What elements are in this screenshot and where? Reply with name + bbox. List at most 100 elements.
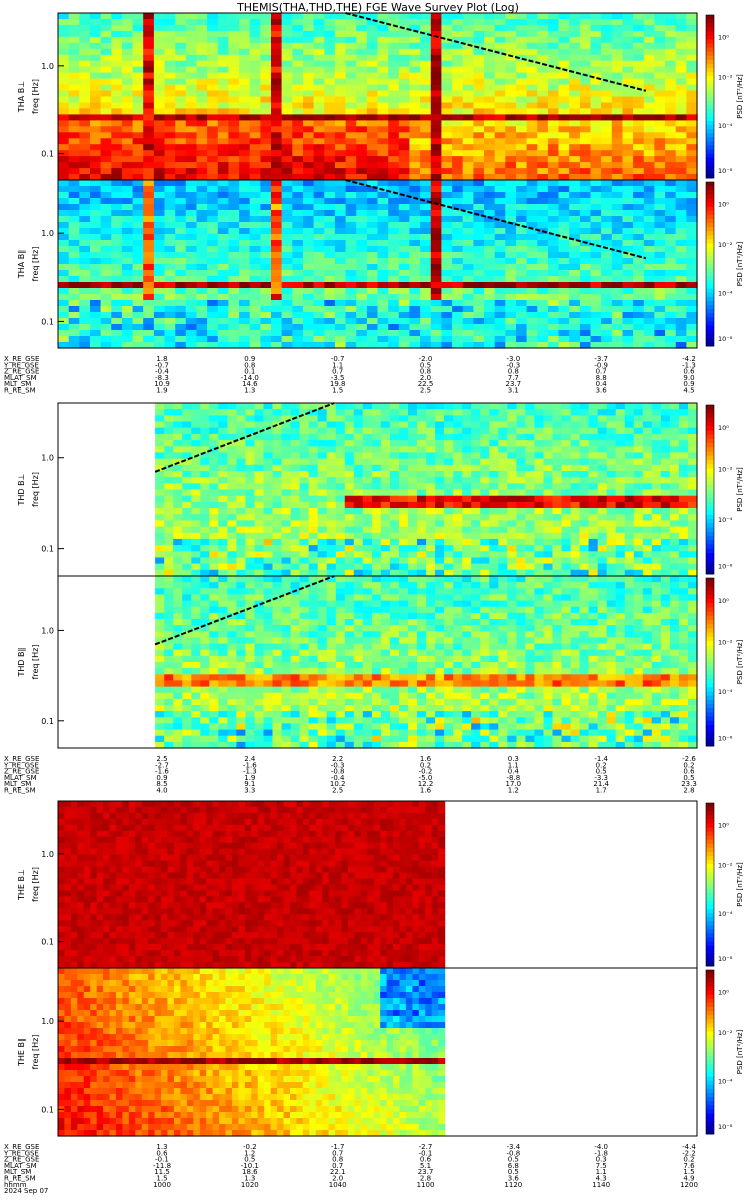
spectrogram-cell [175, 144, 187, 151]
spectrogram-cell [686, 30, 698, 38]
spectrogram-cell [254, 452, 265, 460]
spectrogram-cell [111, 162, 123, 169]
spectrogram-cell [239, 258, 251, 265]
spectrogram-cell [281, 246, 293, 253]
spectrogram-cell [290, 483, 301, 491]
spectrogram-cell [356, 198, 368, 205]
spectrogram-cell [452, 66, 464, 74]
spectrogram-cell [654, 30, 666, 38]
spectrogram-cell [185, 258, 198, 265]
spectrogram-cell [561, 569, 572, 577]
spectrogram-cell [132, 120, 144, 127]
spectrogram-cell [299, 551, 310, 559]
spectrogram-cell [249, 66, 261, 74]
spectrogram-cell [377, 126, 389, 133]
spectrogram-cell [462, 300, 474, 307]
spectrogram-cell [303, 216, 315, 223]
spectrogram-cell [462, 270, 474, 277]
spectrogram-cell [100, 234, 112, 241]
spectrogram-cell [441, 90, 453, 98]
spectrogram-cell [299, 409, 310, 416]
spectrogram-cell [601, 78, 613, 86]
spectrogram-cell [561, 403, 572, 410]
spectrogram-cell [579, 144, 592, 151]
spectrogram-cell [173, 526, 183, 534]
spectrogram-cell [173, 433, 183, 441]
spectrogram-cell [228, 102, 240, 110]
spectrogram-cell [164, 204, 176, 211]
spectrogram-cell [249, 48, 261, 56]
spectrogram-cell [366, 300, 379, 307]
spectrogram-cell [317, 477, 328, 484]
spectrogram-cell [516, 36, 528, 44]
spectrogram-cell [196, 294, 208, 301]
spectrogram-cell [622, 84, 634, 92]
spectrogram-cell [153, 312, 166, 319]
spectrogram-cell [313, 228, 325, 235]
spectrogram-cell [217, 96, 230, 104]
spectrogram-cell [345, 324, 357, 331]
spectrogram-cell [308, 526, 319, 534]
spectrogram-cell [236, 409, 246, 416]
spectrogram-cell [686, 306, 698, 313]
spectrogram-cell [218, 501, 228, 509]
spectrogram-cell [380, 563, 391, 571]
spectrogram-cell [601, 204, 613, 211]
spectrogram-cell [292, 198, 304, 205]
spectrogram-cell [622, 228, 634, 235]
spectrogram-cell [398, 162, 411, 169]
spectrogram-cell [388, 288, 400, 295]
spectrogram-cell [420, 288, 432, 295]
spectrogram-cell [380, 477, 391, 484]
spectrogram-cell [164, 569, 174, 577]
spectrogram-cell [435, 403, 445, 410]
spectrogram-cell [196, 60, 208, 68]
spectrogram-cell [615, 551, 626, 559]
spectrogram-cell [308, 433, 319, 441]
spectrogram-cell [207, 306, 219, 313]
spectrogram-cell [292, 174, 304, 181]
spectrogram-cell [155, 427, 165, 435]
spectrogram-cell [579, 156, 592, 163]
spectrogram-cell [547, 60, 560, 68]
spectrogram-cell [430, 318, 443, 325]
spectrogram-cell [484, 234, 496, 241]
spectrogram-cell [132, 186, 144, 193]
spectrogram-cell [441, 96, 453, 104]
spectrogram-cell [271, 252, 283, 259]
spectrogram-cell [196, 324, 208, 331]
spectrogram-cell [281, 162, 293, 169]
spectrogram-cell [132, 156, 144, 163]
spectrogram-cell [654, 282, 666, 289]
spectrogram-cell [79, 174, 91, 181]
spectrogram-cell [58, 186, 70, 193]
spectrogram-cell [100, 246, 112, 253]
spectrogram-cell [622, 294, 634, 301]
spectrogram-cell [675, 36, 687, 44]
spectrogram-cell [498, 446, 508, 454]
spectrogram-cell [217, 234, 230, 241]
spectrogram-cell [552, 433, 563, 441]
spectrogram-cell [344, 452, 355, 460]
spectrogram-cell [324, 156, 336, 163]
spectrogram-cell [371, 551, 382, 559]
spectrogram-cell [356, 246, 368, 253]
spectrogram-cell [164, 234, 176, 241]
spectrogram-cell [444, 495, 454, 503]
spectrogram-cell [409, 330, 421, 337]
spectrogram-cell [292, 264, 304, 271]
spectrogram-cell [473, 282, 485, 289]
spectrogram-cell [239, 120, 251, 127]
spectrogram-cell [196, 336, 208, 343]
spectrogram-cell [207, 312, 219, 319]
spectrogram-cell [409, 252, 421, 259]
spectrogram-cell [366, 342, 379, 349]
spectrogram-cell [624, 440, 635, 447]
spectrogram-cell [132, 180, 144, 187]
spectrogram-cell [588, 464, 599, 472]
spectrogram-cell [290, 520, 301, 528]
spectrogram-cell [498, 440, 508, 447]
spectrogram-cell [590, 258, 602, 265]
spectrogram-cell [561, 471, 572, 478]
spectrogram-cell [622, 13, 634, 20]
